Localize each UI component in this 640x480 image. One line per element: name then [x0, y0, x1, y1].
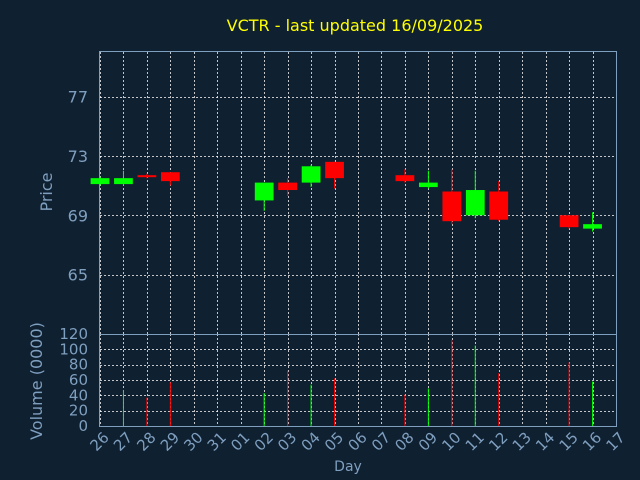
volume-y-tick-label: 0 — [78, 417, 88, 435]
candle-body — [278, 182, 298, 191]
candle-body — [395, 175, 415, 182]
price-y-tick-label: 73 — [68, 147, 88, 166]
price-y-tick-label: 69 — [68, 206, 88, 225]
price-candles — [90, 161, 602, 232]
candle-body — [489, 191, 509, 220]
volume-bars — [122, 340, 594, 426]
volume-y-tick-label: 120 — [59, 325, 88, 343]
chart-title: VCTR - last updated 16/09/2025 — [227, 16, 484, 35]
candle-body — [160, 172, 180, 182]
candle-body — [442, 191, 462, 222]
x-tick-labels: 2627282930310102030405060708091011121314… — [86, 429, 628, 455]
candle-body — [418, 182, 438, 188]
volume-y-tick-label: 20 — [69, 402, 88, 420]
candle-body — [114, 178, 133, 185]
volume-panel-frame — [99, 334, 617, 427]
x-axis-label: Day — [334, 459, 362, 475]
volume-y-tick-label: 40 — [69, 386, 88, 404]
volume-y-tick-label: 80 — [69, 356, 88, 374]
price-y-tick-label: 65 — [68, 266, 88, 285]
candle-body — [559, 215, 579, 228]
volume-axis-label: Volume (0000) — [27, 322, 46, 440]
price-y-tick-labels: 65 69 73 77 — [68, 88, 88, 285]
candle-body — [325, 161, 344, 179]
candle-body — [254, 182, 274, 201]
price-axis-label: Price — [37, 172, 56, 211]
candle-body — [137, 175, 157, 178]
candle-body — [301, 166, 321, 183]
price-y-tick-label: 77 — [68, 88, 88, 107]
candle-body — [583, 224, 602, 229]
volume-y-tick-label: 100 — [59, 340, 88, 358]
candle-body — [465, 190, 485, 216]
volume-y-tick-label: 60 — [69, 371, 88, 389]
